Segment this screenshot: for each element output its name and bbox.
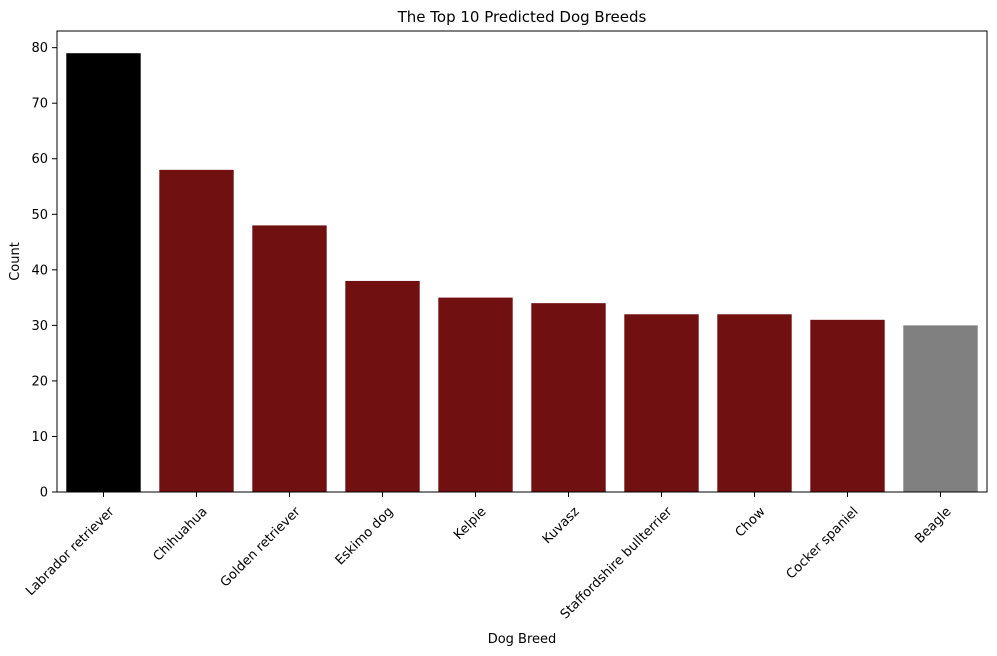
plot-frame xyxy=(56,30,988,493)
x-tick-label: Beagle xyxy=(912,504,954,546)
y-tick-label: 50 xyxy=(31,208,48,223)
x-tick-label: Chihuahua xyxy=(151,504,211,564)
x-tick-label: Golden retriever xyxy=(218,504,304,590)
x-axis: Labrador retriever Chihuahua Golden retrie… xyxy=(23,492,955,622)
bar-chow xyxy=(717,314,792,492)
y-tick-label: 60 xyxy=(31,152,48,167)
y-tick-label: 80 xyxy=(31,41,48,56)
bar-kuvasz xyxy=(531,303,606,492)
x-tick-label: Labrador retriever xyxy=(23,504,118,599)
bar-staffordshire-bullterrier xyxy=(624,314,699,492)
bar-golden-retriever xyxy=(252,225,327,492)
bar-kelpie xyxy=(438,297,513,492)
bar-cocker-spaniel xyxy=(810,319,885,492)
x-tick-label: Eskimo dog xyxy=(333,504,397,568)
x-tick-label: Kelpie xyxy=(451,504,489,542)
bars-group xyxy=(66,53,978,493)
y-tick-label: 30 xyxy=(31,319,48,334)
y-tick-label: 20 xyxy=(31,374,48,389)
y-axis: 0 10 20 30 40 50 60 70 80 xyxy=(31,41,57,501)
x-tick-label: Kuvasz xyxy=(540,504,583,547)
bar-eskimo-dog xyxy=(345,280,420,492)
y-tick-label: 70 xyxy=(31,97,48,112)
x-tick-label: Chow xyxy=(733,504,769,540)
y-tick-label: 40 xyxy=(31,263,48,278)
bar-labrador-retriever xyxy=(66,53,141,493)
y-tick-label: 0 xyxy=(40,486,48,501)
y-axis-label: Count xyxy=(8,242,23,281)
y-tick-label: 10 xyxy=(31,430,48,445)
chart-title: The Top 10 Predicted Dog Breeds xyxy=(397,8,647,26)
x-axis-label: Dog Breed xyxy=(488,632,557,647)
bar-chihuahua xyxy=(159,169,234,493)
x-tick-label: Cocker spaniel xyxy=(784,504,862,582)
bar-beagle xyxy=(903,325,978,492)
